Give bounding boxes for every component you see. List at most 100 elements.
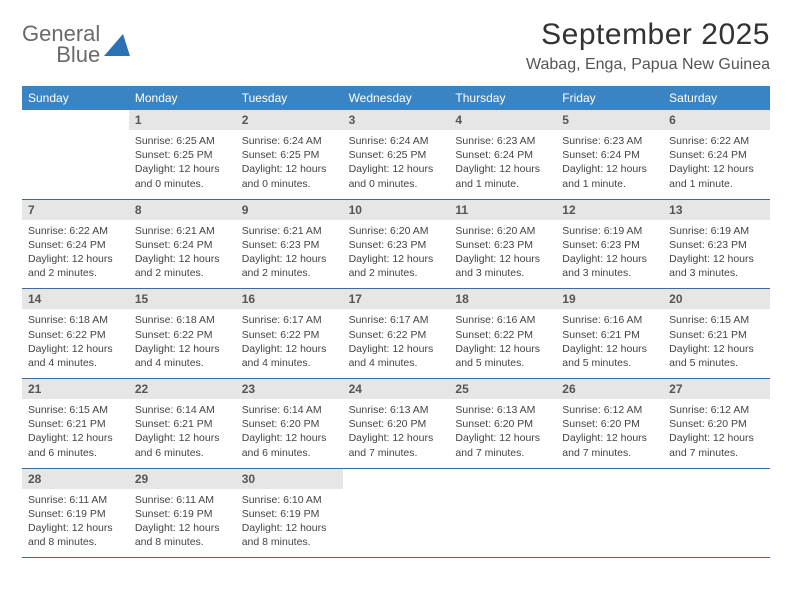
daylight-text: Daylight: 12 hours and 2 minutes. xyxy=(242,252,337,280)
info-strip: Sunrise: 6:18 AMSunset: 6:22 PMDaylight:… xyxy=(22,309,770,378)
daylight-text: Daylight: 12 hours and 1 minute. xyxy=(562,162,657,190)
week-row: 123456 Sunrise: 6:25 AM Sunset: 6:25 PM Day… xyxy=(22,110,770,200)
sunrise-text: Sunrise: 6:17 AM xyxy=(349,313,444,327)
logo-text-block: General Blue xyxy=(22,24,100,66)
date-cell: 23 xyxy=(236,379,343,399)
sunrise-text: Sunrise: 6:15 AM xyxy=(669,313,764,327)
daylight-text: Daylight: 12 hours and 5 minutes. xyxy=(669,342,764,370)
sunset-text: Sunset: 6:23 PM xyxy=(455,238,550,252)
info-cell: Sunrise: 6:20 AMSunset: 6:23 PMDaylight:… xyxy=(343,220,450,289)
sunset-text: Sunset: 6:24 PM xyxy=(455,148,550,162)
sunset-text: Sunset: 6:22 PM xyxy=(242,328,337,342)
date-cell: 9 xyxy=(236,200,343,220)
week-row: 14151617181920Sunrise: 6:18 AMSunset: 6:… xyxy=(22,289,770,379)
daylight-text: Daylight: 12 hours and 4 minutes. xyxy=(349,342,444,370)
sunset-text: Sunset: 6:24 PM xyxy=(562,148,657,162)
sunset-text: Sunset: 6:20 PM xyxy=(669,417,764,431)
logo: General Blue xyxy=(22,18,130,66)
daylight-text: Daylight: 12 hours and 8 minutes. xyxy=(135,521,230,549)
weeks-container: 123456 Sunrise: 6:25 AM Sunset: 6:25 PM Day… xyxy=(22,110,770,558)
sunrise-text: Sunrise: 6:14 AM xyxy=(242,403,337,417)
header: General Blue September 2025 Wabag, Enga,… xyxy=(22,18,770,74)
date-cell: 16 xyxy=(236,289,343,309)
sunrise-text: Sunrise: 6:24 AM xyxy=(242,134,337,148)
date-cell: 18 xyxy=(449,289,556,309)
daylight-text: Daylight: 12 hours and 7 minutes. xyxy=(669,431,764,459)
daylight-text: Daylight: 12 hours and 3 minutes. xyxy=(669,252,764,280)
info-cell: Sunrise: 6:16 AMSunset: 6:21 PMDaylight:… xyxy=(556,309,663,378)
info-cell: Sunrise: 6:23 AMSunset: 6:24 PMDaylight:… xyxy=(556,130,663,199)
sunrise-text: Sunrise: 6:10 AM xyxy=(242,493,337,507)
week-row: 282930Sunrise: 6:11 AMSunset: 6:19 PMDay… xyxy=(22,469,770,559)
day-header-wed: Wednesday xyxy=(343,86,450,110)
sunset-text: Sunset: 6:21 PM xyxy=(669,328,764,342)
info-cell xyxy=(663,489,770,558)
date-cell xyxy=(22,110,129,130)
info-cell: Sunrise: 6:24 AMSunset: 6:25 PMDaylight:… xyxy=(236,130,343,199)
sunrise-text: Sunrise: 6:13 AM xyxy=(455,403,550,417)
day-header-thu: Thursday xyxy=(449,86,556,110)
date-cell: 2 xyxy=(236,110,343,130)
daylight-text: Daylight: 12 hours and 0 minutes. xyxy=(135,162,230,190)
sunset-text: Sunset: 6:19 PM xyxy=(242,507,337,521)
date-cell: 30 xyxy=(236,469,343,489)
sunrise-text: Sunrise: 6:22 AM xyxy=(28,224,123,238)
daylight-text: Daylight: 12 hours and 4 minutes. xyxy=(135,342,230,370)
date-strip: 78910111213 xyxy=(22,200,770,220)
sunset-text: Sunset: 6:23 PM xyxy=(242,238,337,252)
daylight-text: Daylight: 12 hours and 3 minutes. xyxy=(455,252,550,280)
date-cell: 27 xyxy=(663,379,770,399)
logo-word2: Blue xyxy=(22,45,100,66)
info-cell: Sunrise: 6:16 AMSunset: 6:22 PMDaylight:… xyxy=(449,309,556,378)
date-strip: 123456 xyxy=(22,110,770,130)
date-cell: 1 xyxy=(129,110,236,130)
sunrise-text: Sunrise: 6:18 AM xyxy=(135,313,230,327)
sunset-text: Sunset: 6:19 PM xyxy=(28,507,123,521)
daylight-text: Daylight: 12 hours and 2 minutes. xyxy=(349,252,444,280)
info-cell: Sunrise: 6:17 AMSunset: 6:22 PMDaylight:… xyxy=(236,309,343,378)
sunrise-text: Sunrise: 6:12 AM xyxy=(669,403,764,417)
sunset-text: Sunset: 6:25 PM xyxy=(242,148,337,162)
info-cell: Sunrise: 6:12 AMSunset: 6:20 PMDaylight:… xyxy=(663,399,770,468)
info-cell: Sunrise: 6:14 AMSunset: 6:21 PMDaylight:… xyxy=(129,399,236,468)
info-cell: Sunrise: 6:10 AMSunset: 6:19 PMDaylight:… xyxy=(236,489,343,558)
day-header-row: Sunday Monday Tuesday Wednesday Thursday… xyxy=(22,86,770,110)
daylight-text: Daylight: 12 hours and 6 minutes. xyxy=(242,431,337,459)
location-text: Wabag, Enga, Papua New Guinea xyxy=(526,56,770,74)
info-cell: Sunrise: 6:15 AMSunset: 6:21 PMDaylight:… xyxy=(663,309,770,378)
month-title: September 2025 xyxy=(526,18,770,52)
sunset-text: Sunset: 6:21 PM xyxy=(135,417,230,431)
sunset-text: Sunset: 6:20 PM xyxy=(455,417,550,431)
info-cell: Sunrise: 6:22 AMSunset: 6:24 PMDaylight:… xyxy=(663,130,770,199)
daylight-text: Daylight: 12 hours and 2 minutes. xyxy=(135,252,230,280)
day-header-sat: Saturday xyxy=(663,86,770,110)
sunset-text: Sunset: 6:24 PM xyxy=(135,238,230,252)
daylight-text: Daylight: 12 hours and 7 minutes. xyxy=(562,431,657,459)
sunset-text: Sunset: 6:23 PM xyxy=(669,238,764,252)
date-cell: 10 xyxy=(343,200,450,220)
info-cell: Sunrise: 6:14 AMSunset: 6:20 PMDaylight:… xyxy=(236,399,343,468)
info-cell: Sunrise: 6:18 AMSunset: 6:22 PMDaylight:… xyxy=(129,309,236,378)
daylight-text: Daylight: 12 hours and 6 minutes. xyxy=(28,431,123,459)
sunset-text: Sunset: 6:25 PM xyxy=(349,148,444,162)
sunrise-text: Sunrise: 6:23 AM xyxy=(455,134,550,148)
date-cell: 5 xyxy=(556,110,663,130)
date-cell xyxy=(343,469,450,489)
date-cell: 8 xyxy=(129,200,236,220)
sunrise-text: Sunrise: 6:25 AM xyxy=(135,134,230,148)
sunset-text: Sunset: 6:22 PM xyxy=(28,328,123,342)
sunrise-text: Sunrise: 6:20 AM xyxy=(349,224,444,238)
daylight-text: Daylight: 12 hours and 8 minutes. xyxy=(242,521,337,549)
sunset-text: Sunset: 6:23 PM xyxy=(562,238,657,252)
daylight-text: Daylight: 12 hours and 5 minutes. xyxy=(455,342,550,370)
sunrise-text: Sunrise: 6:20 AM xyxy=(455,224,550,238)
sunrise-text: Sunrise: 6:18 AM xyxy=(28,313,123,327)
daylight-text: Daylight: 12 hours and 5 minutes. xyxy=(562,342,657,370)
sunset-text: Sunset: 6:20 PM xyxy=(562,417,657,431)
sunrise-text: Sunrise: 6:24 AM xyxy=(349,134,444,148)
date-cell xyxy=(556,469,663,489)
date-cell: 15 xyxy=(129,289,236,309)
info-cell: Sunrise: 6:12 AMSunset: 6:20 PMDaylight:… xyxy=(556,399,663,468)
sunrise-text: Sunrise: 6:19 AM xyxy=(669,224,764,238)
info-cell: Sunrise: 6:13 AMSunset: 6:20 PMDaylight:… xyxy=(449,399,556,468)
